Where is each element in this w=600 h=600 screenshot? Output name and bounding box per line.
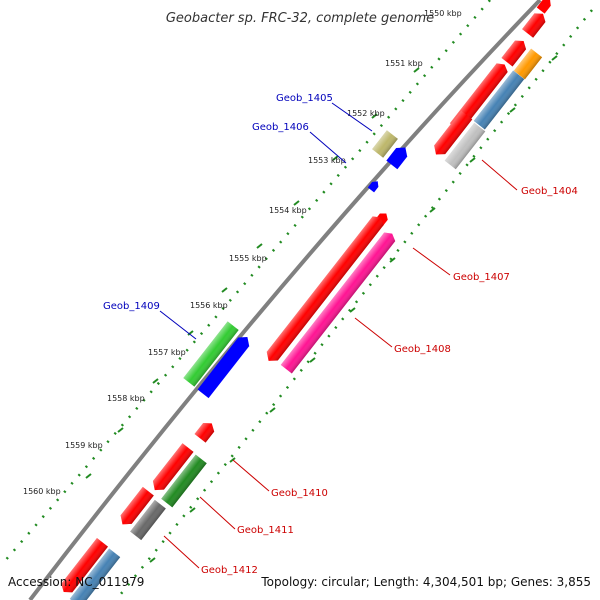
gene-feature xyxy=(386,147,408,170)
gene-feature xyxy=(280,232,396,374)
tick-label: 1553 kbp xyxy=(308,156,346,165)
gene-feature xyxy=(501,40,527,67)
gene-feature xyxy=(120,486,154,525)
topology-text: Topology: circular; Length: 4,304,501 bp… xyxy=(260,575,591,589)
gene-feature xyxy=(367,181,379,193)
tick-label: 1554 kbp xyxy=(269,206,307,215)
gene-feature xyxy=(61,538,108,593)
tick-label: 1560 kbp xyxy=(23,487,61,496)
gene-feature xyxy=(434,110,473,155)
gene-feature xyxy=(130,499,166,541)
gene-feature xyxy=(161,454,207,508)
tick-label-top: 1550 kbp xyxy=(424,9,462,18)
accession-text: Accession: NC_011979 xyxy=(8,575,144,589)
outer-ring-ticks xyxy=(149,55,558,563)
gene-label-geob-1406: Geob_1406 xyxy=(252,122,309,133)
gene-label-geob-1408: Geob_1408 xyxy=(394,344,451,355)
ruler-ticks xyxy=(85,67,420,479)
gene-feature xyxy=(152,443,194,491)
tick-label: 1552 kbp xyxy=(347,109,385,118)
tick-label: 1558 kbp xyxy=(107,394,145,403)
gene-label-geob-1411: Geob_1411 xyxy=(237,525,294,536)
ruler-labels: 1551 kbp 1552 kbp 1553 kbp 1554 kbp 1555… xyxy=(23,59,423,496)
gene-feature xyxy=(197,337,250,399)
gene-label-geob-1412: Geob_1412 xyxy=(201,565,258,576)
tick-label: 1556 kbp xyxy=(190,301,228,310)
gene-feature xyxy=(522,13,546,38)
gene-feature xyxy=(444,122,486,170)
gene-feature xyxy=(183,321,239,387)
gene-label-geob-1405: Geob_1405 xyxy=(276,93,333,104)
gene-label-geob-1409: Geob_1409 xyxy=(103,301,160,312)
gene-label-geob-1407: Geob_1407 xyxy=(453,272,510,283)
outer-dotted-ring xyxy=(115,9,593,600)
gene-feature xyxy=(266,216,384,361)
genome-backbone xyxy=(28,0,542,600)
gene-label-geob-1404: Geob_1404 xyxy=(521,186,578,197)
gene-feature xyxy=(372,130,398,158)
gene-feature xyxy=(536,0,551,14)
gene-feature xyxy=(69,548,121,600)
gene-feature xyxy=(473,70,525,130)
gene-label-geob-1410: Geob_1410 xyxy=(271,488,328,499)
tick-label: 1557 kbp xyxy=(148,348,186,357)
tick-label: 1551 kbp xyxy=(385,59,423,68)
gene-feature xyxy=(194,422,215,443)
genome-title: Geobacter sp. FRC-32, complete genome xyxy=(166,11,434,26)
tick-label: 1559 kbp xyxy=(65,441,103,450)
label-leaders xyxy=(159,102,518,569)
gene-feature xyxy=(513,48,543,80)
tick-label: 1555 kbp xyxy=(229,254,267,263)
inner-dotted-ring xyxy=(3,0,491,563)
